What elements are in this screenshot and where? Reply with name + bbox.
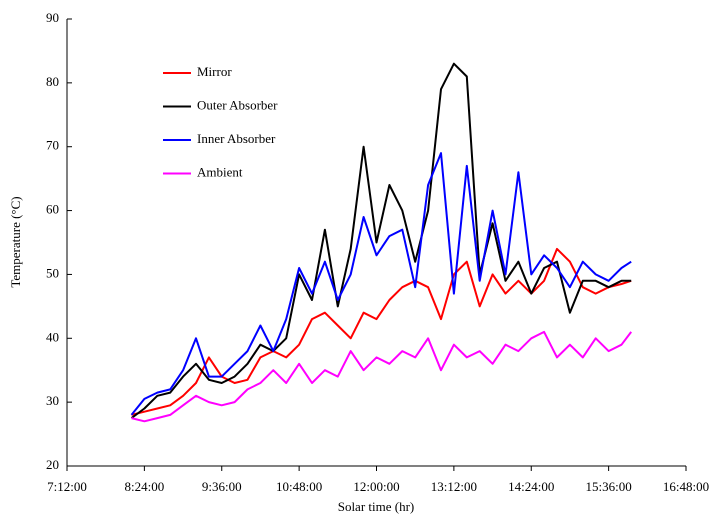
y-tick-label: 60 [46,202,59,217]
y-tick-label: 80 [46,74,59,89]
x-axis-title: Solar time (hr) [338,499,415,514]
x-tick-label: 9:36:00 [202,479,242,494]
legend-label: Ambient [197,164,243,179]
legend-label: Mirror [197,64,232,79]
legend-label: Outer Absorber [197,97,278,112]
y-tick-label: 70 [46,138,59,153]
y-tick-label: 40 [46,329,59,344]
x-tick-label: 14:24:00 [508,479,554,494]
x-tick-label: 15:36:00 [586,479,632,494]
series-line [131,247,632,416]
y-tick-label: 50 [46,265,59,280]
x-tick-label: 12:00:00 [353,479,399,494]
legend-label: Inner Absorber [197,131,276,146]
y-tick-label: 30 [46,393,59,408]
series-line [130,62,632,419]
x-tick-label: 10:48:00 [276,479,322,494]
x-tick-label: 7:12:00 [47,479,87,494]
series-line [131,330,632,423]
y-tick-label: 20 [46,457,59,472]
series-line [130,152,632,416]
y-tick-label: 90 [46,10,59,25]
y-axis-title: Temperature (°C) [8,196,23,287]
x-tick-label: 8:24:00 [125,479,165,494]
x-tick-label: 13:12:00 [431,479,477,494]
x-tick-label: 16:48:00 [663,479,709,494]
